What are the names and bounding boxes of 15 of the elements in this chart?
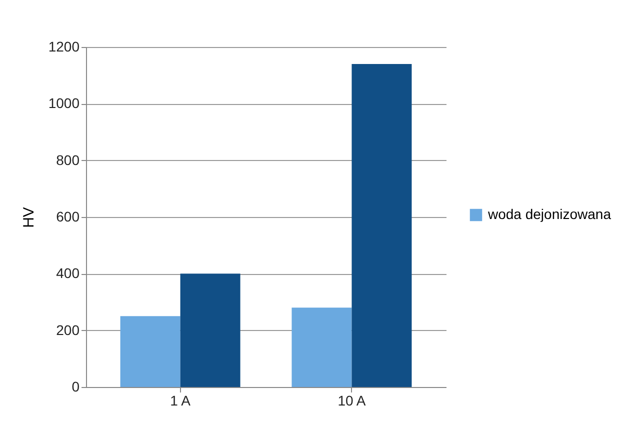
x-tick-label: 1 A — [170, 392, 192, 408]
y-tick-label: 0 — [72, 378, 80, 394]
bar — [292, 308, 352, 387]
bar — [180, 274, 240, 387]
y-tick-label: 800 — [56, 152, 80, 168]
y-tick-label: 400 — [56, 265, 80, 282]
y-tick-label: 200 — [56, 322, 80, 338]
y-tick-label: 600 — [56, 208, 80, 224]
bar — [352, 64, 412, 387]
y-tick-label: 1200 — [48, 38, 80, 54]
y-axis-title: HV — [20, 207, 38, 228]
legend-label: woda dejonizowana — [487, 206, 612, 222]
bar — [120, 316, 180, 387]
y-tick-label: 1000 — [48, 95, 80, 112]
x-tick-label: 10 A — [338, 392, 366, 408]
